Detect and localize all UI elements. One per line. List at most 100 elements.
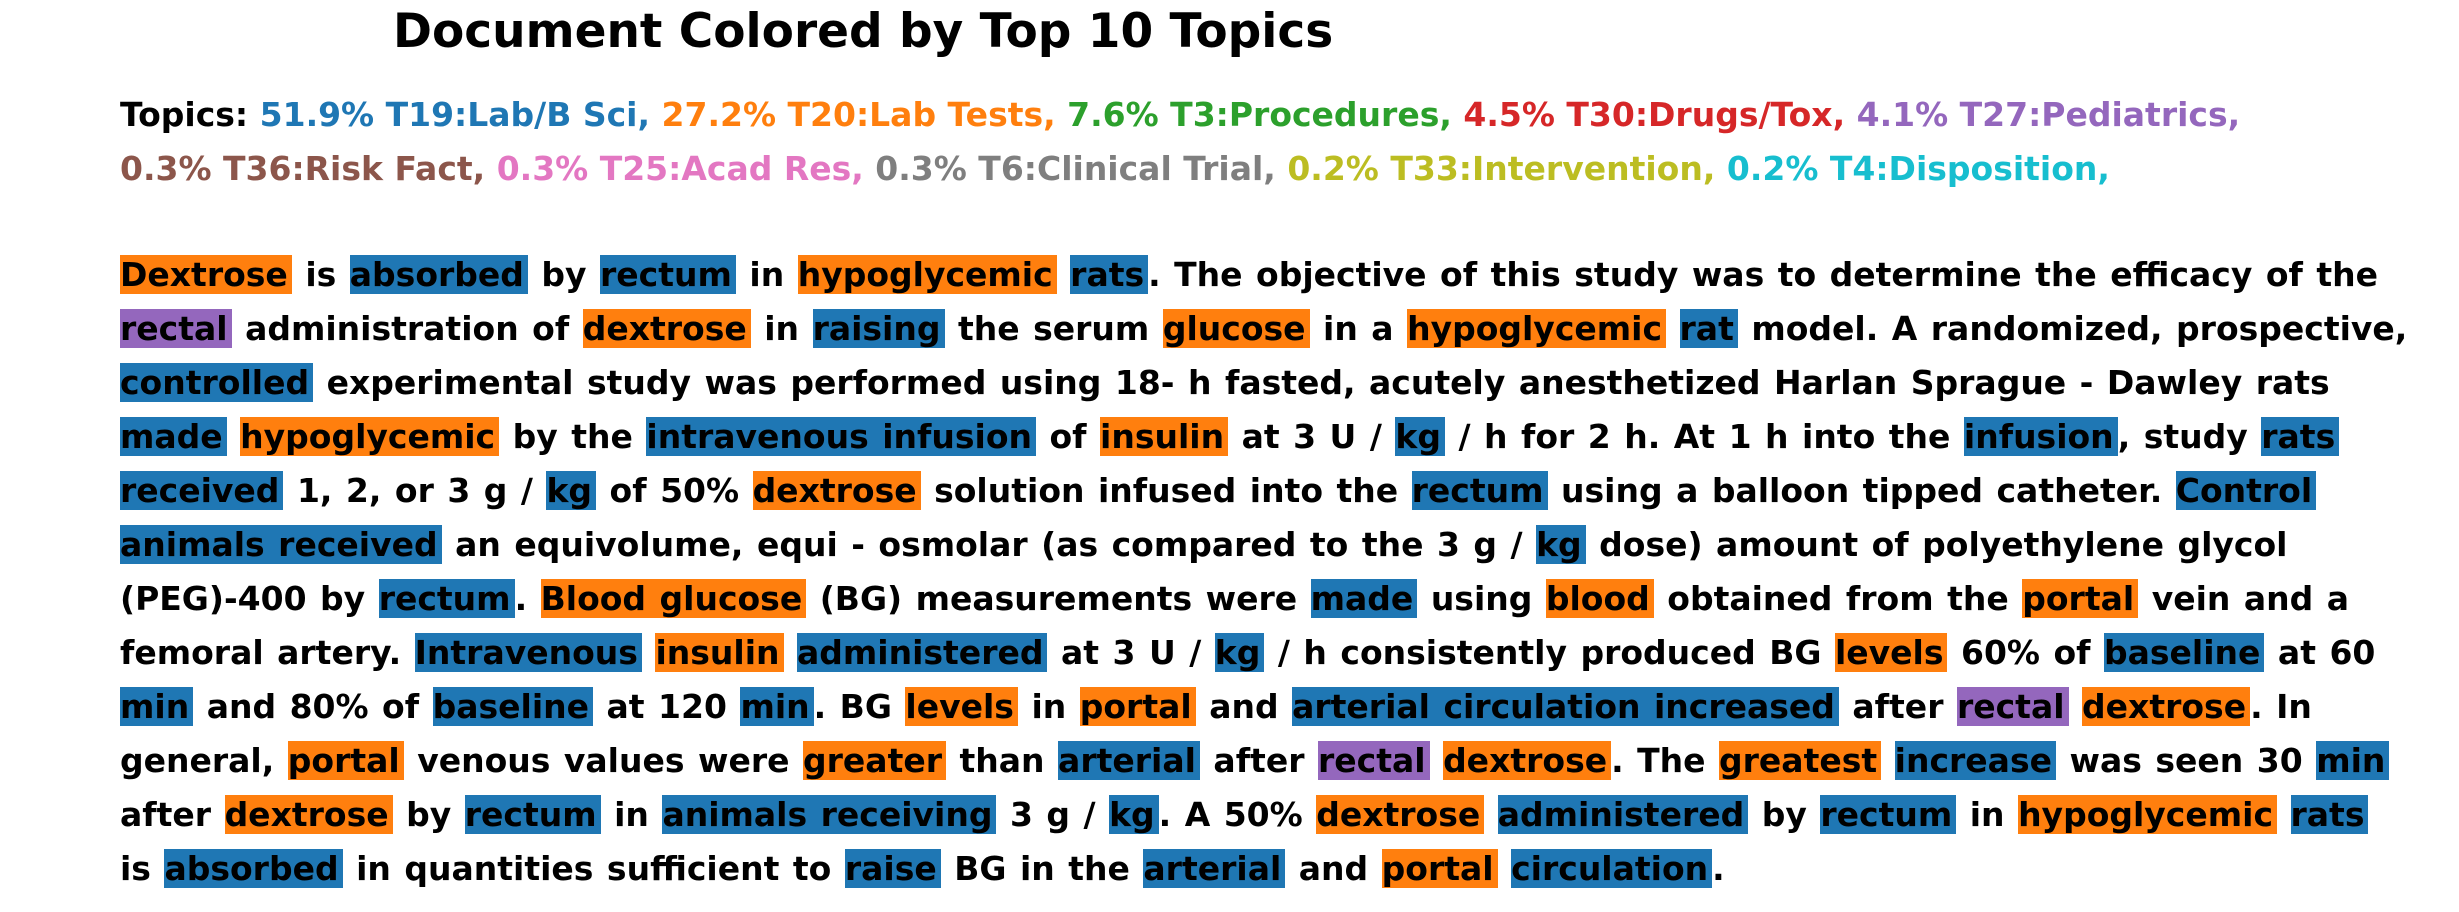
highlighted-term: rat [1679,309,1738,348]
plain-text: femoral artery. [120,633,402,672]
highlighted-term: Dextrose [120,255,292,294]
topic-entry: 4.5% T30:Drugs/Tox, [1463,95,1846,134]
highlighted-term: arterial circulation increased [1292,687,1839,726]
highlighted-term: dextrose [1316,795,1485,834]
highlighted-term: Blood glucose [540,579,807,618]
highlighted-term: insulin [655,633,784,672]
plain-text: and [1298,849,1369,888]
plain-text: is [305,255,337,294]
plain-text: in [1031,687,1067,726]
plain-text: / h consistently produced BG [1277,633,1822,672]
plain-text: . [1712,849,1725,888]
highlighted-term: rectum [464,795,601,834]
plain-text: 1, 2, or 3 g / [296,471,533,510]
plain-text: was seen 30 [2069,741,2303,780]
plain-text: of 50% [609,471,740,510]
plain-text: is [120,849,151,888]
highlighted-term: received [120,471,284,510]
highlighted-term: greater [803,741,947,780]
highlighted-term: glucose [1162,309,1310,348]
plain-text: in [764,309,800,348]
topic-entry: 0.3% T25:Acad Res, [496,149,864,188]
plain-text: . [514,579,528,618]
highlighted-term: raising [812,309,945,348]
highlighted-term: min [2316,741,2390,780]
highlighted-term: Control [2175,471,2317,510]
highlighted-term: portal [1079,687,1196,726]
topic-entry: 0.2% T33:Intervention, [1287,149,1716,188]
plain-text: model. A randomized, prospective, [1751,309,2408,348]
plain-text: venous values were [417,741,790,780]
highlighted-term: circulation [1511,849,1713,888]
highlighted-term: kg [1214,633,1265,672]
plain-text: dose) amount of polyethylene glycol [1599,525,2288,564]
plain-text: at 3 U / [1060,633,1202,672]
plain-text: . BG [813,687,892,726]
highlighted-term: portal [287,741,404,780]
highlighted-term: rectum [1411,471,1548,510]
highlighted-term: dextrose [224,795,393,834]
plain-text: administration of [245,309,570,348]
highlighted-term: animals received [120,525,442,564]
highlighted-term: absorbed [349,255,528,294]
plain-text: after [1213,741,1305,780]
highlighted-term: hypoglycemic [1407,309,1667,348]
plain-text: . A 50% [1158,795,1303,834]
topic-legend: Topics: 51.9% T19:Lab/B Sci, 27.2% T20:L… [120,88,2420,196]
highlighted-term: kg [546,471,597,510]
highlighted-term: hypoglycemic [797,255,1057,294]
topic-list: 51.9% T19:Lab/B Sci, 27.2% T20:Lab Tests… [120,95,2240,188]
plain-text: by the [512,417,633,456]
highlighted-term: rectum [600,255,736,294]
highlighted-term: arterial [1058,741,1200,780]
highlighted-term: dextrose [1443,741,1612,780]
highlighted-term: rectal [120,309,232,348]
highlighted-term: insulin [1100,417,1229,456]
plain-text: than [959,741,1045,780]
plain-text: an equivolume, equi - osmolar (as compar… [455,525,1523,564]
plain-text: at 120 [606,687,727,726]
page-title: Document Colored by Top 10 Topics [393,4,1334,59]
plain-text: and 80% of [206,687,420,726]
highlighted-term: rats [1070,255,1149,294]
highlighted-term: portal [1381,849,1498,888]
plain-text: vein and a [2151,579,2350,618]
highlighted-term: rats [2290,795,2369,834]
highlighted-term: min [120,687,194,726]
highlighted-term: greatest [1719,741,1882,780]
plain-text: . The objective of this study was to det… [1148,255,2379,294]
plain-text: obtained from the [1667,579,2009,618]
plain-text: . In [2250,687,2312,726]
topic-entry: 0.2% T4:Disposition, [1726,149,2110,188]
plain-text: using a balloon tipped catheter. [1561,471,2163,510]
highlighted-term: rectum [378,579,515,618]
plain-text: after [1852,687,1944,726]
topic-entry: 51.9% T19:Lab/B Sci, [259,95,651,134]
plain-text: (PEG)-400 by [120,579,366,618]
plain-text: at 3 U / [1241,417,1382,456]
highlighted-term: rats [2261,417,2340,456]
highlighted-term: hypoglycemic [2018,795,2278,834]
highlighted-term: Intravenous [414,633,642,672]
highlighted-term: rectum [1820,795,1957,834]
highlighted-term: blood [1545,579,1654,618]
highlighted-term: kg [1395,417,1445,456]
topic-entry: 0.3% T36:Risk Fact, [120,149,486,188]
highlighted-term: intravenous infusion [646,417,1036,456]
highlighted-term: made [120,417,227,456]
plain-text: in [1969,795,2005,834]
highlighted-term: dextrose [2082,687,2251,726]
plain-text: using [1430,579,1533,618]
highlighted-term: kg [1109,795,1159,834]
plain-text: 60% of [1960,633,2091,672]
plain-text: and [1209,687,1279,726]
highlighted-term: rectal [1956,687,2069,726]
plain-text: . The [1611,741,1706,780]
topic-entry: 4.1% T27:Pediatrics, [1856,95,2241,134]
plain-text: / h for 2 h. At 1 h into the [1458,417,1951,456]
plain-text: solution infused into the [934,471,1399,510]
topic-entry: 27.2% T20:Lab Tests, [661,95,1056,134]
plain-text: of [1049,417,1087,456]
highlighted-term: levels [905,687,1018,726]
highlighted-term: administered [797,633,1048,672]
